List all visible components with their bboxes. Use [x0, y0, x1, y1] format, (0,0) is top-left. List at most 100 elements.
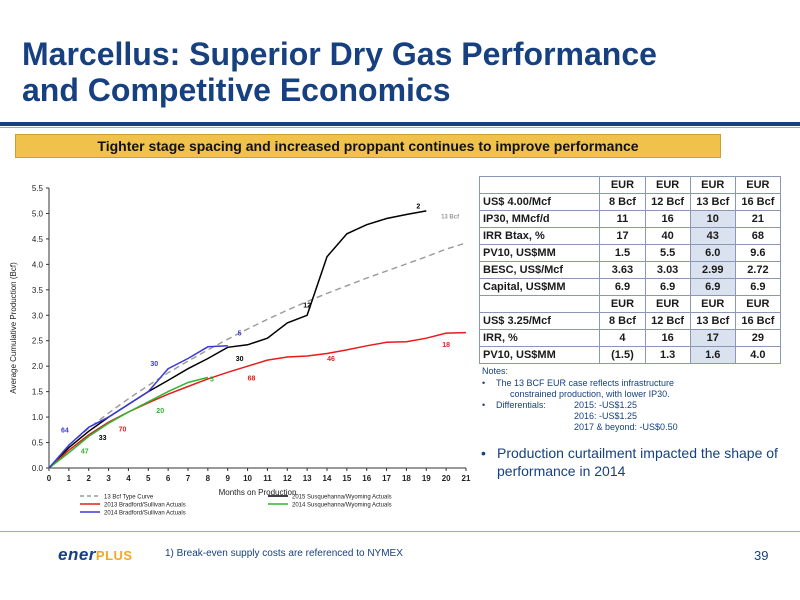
data-label: 20: [156, 408, 164, 415]
x-tick-label: 14: [323, 474, 332, 483]
series-line-4: [48, 345, 228, 469]
y-tick-label: 5.5: [32, 184, 44, 193]
x-tick-label: 15: [342, 474, 351, 483]
x-tick-label: 1: [67, 474, 72, 483]
data-label: 30: [150, 361, 158, 368]
header-blank-cell: [478, 295, 601, 313]
header-bcf-cell: 13 Bcf: [689, 312, 736, 330]
row-label: PV10, US$MM: [478, 244, 601, 262]
economics-table: EUR EUR EUR EUR US$ 4.00/Mcf 8 Bcf 12 Bcf 13 Bc…: [478, 176, 782, 364]
header-eur-cell: EUR: [734, 176, 782, 194]
data-label: 33: [99, 435, 107, 442]
header-eur-cell: EUR: [734, 295, 782, 313]
title-rule: [0, 122, 800, 126]
table-cell: 9.6: [734, 244, 782, 262]
legend-entry: 2014 Bradford/Sullivan Actuals: [104, 511, 186, 517]
table-cell: 6.9: [644, 278, 691, 296]
table-cell: 21: [734, 210, 782, 228]
y-tick-label: 3.0: [32, 311, 44, 320]
title-line-1: Marcellus: Superior Dry Gas Performance: [22, 36, 657, 72]
y-tick-label: 4.0: [32, 260, 44, 269]
y-tick-label: 5.0: [32, 209, 44, 218]
series-line-3: [48, 376, 209, 469]
page-number: 39: [754, 548, 769, 563]
footer-rule: [0, 531, 800, 532]
note-item-1: • The 13 BCF EUR case reflects infrastru…: [482, 378, 678, 400]
table-row: Capital, US$MM 6.9 6.9 6.9 6.9: [478, 278, 782, 296]
table-row: IP30, MMcf/d 11 16 10 21: [478, 210, 782, 228]
table-row: PV10, US$MM 1.5 5.5 6.0 9.6: [478, 244, 782, 262]
x-tick-label: 2: [86, 474, 91, 483]
x-tick-label: 16: [362, 474, 371, 483]
cumulative-production-chart: 0.00.51.01.52.02.53.03.54.04.55.05.50 1 2 3…: [9, 184, 471, 517]
case2-price-label: US$ 3.25/Mcf: [478, 312, 601, 330]
header-eur-cell: EUR: [599, 176, 646, 194]
bullet-point: • Production curtailment impacted the sh…: [481, 444, 781, 480]
x-tick-label: 4: [126, 474, 131, 483]
series-line-2: [48, 331, 467, 469]
table-cell: 6.0: [689, 244, 736, 262]
data-label: 30: [236, 356, 244, 363]
table-cell: (1.5): [599, 346, 646, 364]
table-cell: 17: [689, 329, 736, 347]
x-tick-label: 19: [422, 474, 431, 483]
y-tick-label: 0.0: [32, 464, 44, 473]
notes-block: Notes: • The 13 BCF EUR case reflects in…: [482, 366, 678, 433]
data-label: 64: [61, 427, 69, 434]
table-cell: 11: [599, 210, 646, 228]
header-eur-cell: EUR: [689, 295, 736, 313]
notes-title: Notes:: [482, 366, 509, 376]
series-line-0: [48, 242, 467, 469]
table-cell: 6.9: [599, 278, 646, 296]
table-cell: 6.9: [689, 278, 736, 296]
table-cell: 2.72: [734, 261, 782, 279]
legend-entry: 2013 Bradford/Sullivan Actuals: [104, 503, 186, 509]
table-cell: 1.6: [689, 346, 736, 364]
legend-entry: 2014 Susquehanna/Wyoming Actuals: [292, 503, 392, 509]
x-tick-label: 21: [462, 474, 471, 483]
series-line-1: [48, 210, 427, 469]
y-axis-label: Average Cumulative Production (Bcf): [9, 262, 18, 394]
x-tick-label: 6: [166, 474, 171, 483]
x-tick-label: 3: [106, 474, 111, 483]
row-label: BESC, US$/Mcf: [478, 261, 601, 279]
data-label: 70: [119, 426, 127, 433]
x-tick-label: 17: [382, 474, 391, 483]
table-cell: 4.0: [734, 346, 782, 364]
row-label: IRR, %: [478, 329, 601, 347]
data-label: 47: [81, 449, 89, 456]
x-tick-label: 20: [442, 474, 451, 483]
y-tick-label: 2.0: [32, 362, 44, 371]
row-label: Capital, US$MM: [478, 278, 601, 296]
header-eur-cell: EUR: [689, 176, 736, 194]
table-cell: 3.03: [644, 261, 691, 279]
header-eur-cell: EUR: [644, 176, 691, 194]
logo-plus: PLUS: [95, 548, 133, 563]
table-row: BESC, US$/Mcf 3.63 3.03 2.99 2.72: [478, 261, 782, 279]
row-label: IP30, MMcf/d: [478, 210, 601, 228]
highlight-banner: Tighter stage spacing and increased prop…: [15, 134, 721, 158]
table-cell: 2.99: [689, 261, 736, 279]
logo-text: ener: [58, 545, 96, 564]
data-label: 68: [248, 375, 256, 382]
legend-entry: 13 Bcf Type Curve: [104, 495, 154, 501]
x-tick-label: 12: [283, 474, 292, 483]
y-tick-label: 2.5: [32, 337, 44, 346]
case2-header-bcf-row: US$ 3.25/Mcf 8 Bcf 12 Bcf 13 Bcf 16 Bcf: [478, 312, 782, 330]
x-tick-label: 8: [206, 474, 211, 483]
x-tick-label: 5: [146, 474, 151, 483]
x-tick-label: 13: [303, 474, 312, 483]
data-label: 13 Bcf: [441, 215, 460, 221]
differentials-label: Differentials:: [496, 400, 546, 410]
table-cell: 68: [734, 227, 782, 245]
differential-2017: 2017 & beyond: -US$0.50: [574, 422, 678, 432]
header-bcf-cell: 16 Bcf: [734, 312, 782, 330]
y-tick-label: 1.0: [32, 413, 44, 422]
header-blank-cell: [478, 176, 601, 194]
data-label: 46: [327, 356, 335, 363]
table-cell: 3.63: [599, 261, 646, 279]
note-1-line-1: The 13 BCF EUR case reflects infrastruct…: [496, 378, 675, 388]
table-cell: 1.5: [599, 244, 646, 262]
table-cell: 43: [689, 227, 736, 245]
x-tick-label: 7: [186, 474, 191, 483]
